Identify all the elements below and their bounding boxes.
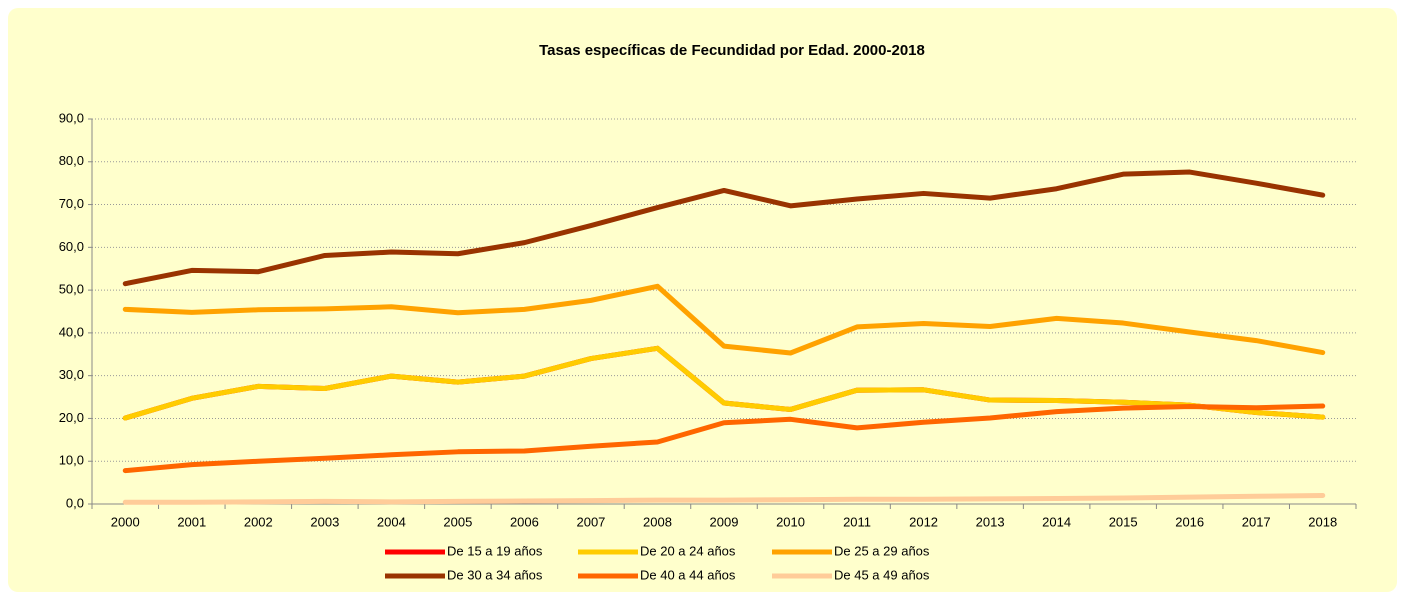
y-tick-label: 30,0 (59, 367, 84, 382)
x-tick-label: 2006 (510, 514, 539, 529)
chart-background (8, 8, 1397, 592)
x-tick-label: 2018 (1308, 514, 1337, 529)
x-tick-label: 2002 (244, 514, 273, 529)
x-tick-label: 2008 (643, 514, 672, 529)
y-tick-label: 70,0 (59, 196, 84, 211)
x-tick-label: 2004 (377, 514, 406, 529)
chart-title: Tasas específicas de Fecundidad por Edad… (539, 42, 925, 59)
series-line (122, 169, 1326, 287)
legend-label: De 25 a 29 años (834, 543, 930, 558)
x-tick-label: 2017 (1242, 514, 1271, 529)
x-tick-label: 2009 (710, 514, 739, 529)
series-line (122, 403, 1326, 474)
x-tick-label: 2015 (1109, 514, 1138, 529)
x-tick-label: 2013 (976, 514, 1005, 529)
y-tick-label: 60,0 (59, 239, 84, 254)
x-tick-label: 2011 (843, 514, 871, 529)
y-tick-label: 40,0 (59, 324, 84, 339)
series-line (122, 283, 1326, 356)
x-tick-label: 2010 (776, 514, 805, 529)
series-line (122, 345, 1326, 421)
x-tick-label: 2003 (310, 514, 339, 529)
legend-label: De 45 a 49 años (834, 567, 930, 582)
legend-label: De 20 a 24 años (640, 543, 736, 558)
legend-label: De 30 a 34 años (447, 567, 543, 582)
x-tick-label: 2012 (909, 514, 938, 529)
x-tick-label: 2007 (576, 514, 605, 529)
x-tick-label: 2005 (443, 514, 472, 529)
x-tick-label: 2000 (111, 514, 140, 529)
x-tick-label: 2016 (1175, 514, 1204, 529)
legend-label: De 40 a 44 años (640, 567, 736, 582)
x-tick-label: 2014 (1042, 514, 1071, 529)
x-tick-label: 2001 (177, 514, 206, 529)
series-line (122, 492, 1326, 505)
legend-label: De 15 a 19 años (447, 543, 543, 558)
y-tick-label: 90,0 (59, 110, 84, 125)
y-tick-label: 10,0 (59, 453, 84, 468)
y-tick-label: 50,0 (59, 282, 84, 297)
y-tick-label: 20,0 (59, 410, 84, 425)
y-tick-label: 0,0 (66, 495, 84, 510)
y-tick-label: 80,0 (59, 153, 84, 168)
